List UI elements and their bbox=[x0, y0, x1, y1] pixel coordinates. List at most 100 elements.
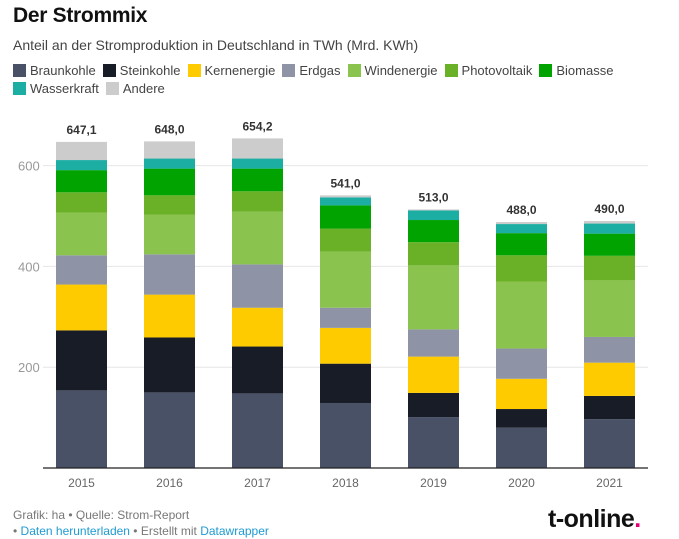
bar-segment-andere bbox=[496, 222, 547, 225]
bar-segment-andere bbox=[56, 141, 107, 161]
bar-segment-biomasse bbox=[320, 205, 371, 229]
x-tick-label: 2021 bbox=[596, 476, 623, 490]
bar-segment-braunkohle bbox=[408, 417, 459, 468]
bar-segment-biomasse bbox=[232, 168, 283, 192]
bar-segment-andere bbox=[144, 141, 195, 159]
legend-swatch bbox=[105, 81, 119, 95]
source-line: Grafik: ha • Quelle: Strom-Report bbox=[13, 508, 190, 522]
datawrapper-link[interactable]: Datawrapper bbox=[200, 524, 269, 538]
bar-segment-erdgas bbox=[584, 336, 635, 363]
bar-segment-steinkohle bbox=[144, 337, 195, 393]
bar-segment-photovoltaik bbox=[496, 255, 547, 282]
total-label: 513,0 bbox=[418, 190, 448, 204]
bar-segment-steinkohle bbox=[408, 392, 459, 418]
bar-segment-kernenergie bbox=[56, 284, 107, 331]
footer: Grafik: ha • Quelle: Strom-Report • Date… bbox=[13, 507, 269, 539]
total-label: 541,0 bbox=[330, 176, 360, 190]
y-tick-label: 200 bbox=[18, 360, 40, 375]
bar-segment-steinkohle bbox=[56, 330, 107, 391]
bar-segment-windenergie bbox=[408, 265, 459, 330]
legend-label: Braunkohle bbox=[30, 62, 96, 78]
x-tick-label: 2019 bbox=[420, 476, 447, 490]
bar-segment-windenergie bbox=[320, 251, 371, 308]
logo-text: t-online bbox=[548, 505, 635, 533]
bar-segment-braunkohle bbox=[232, 393, 283, 468]
bar-segment-erdgas bbox=[496, 348, 547, 379]
logo-dot: . bbox=[634, 505, 641, 533]
bar-segment-biomasse bbox=[144, 168, 195, 196]
total-label: 654,2 bbox=[242, 119, 272, 133]
y-tick-label: 400 bbox=[18, 259, 40, 274]
bar-segment-kernenergie bbox=[232, 307, 283, 347]
bar-segment-erdgas bbox=[56, 255, 107, 285]
bar-segment-photovoltaik bbox=[144, 195, 195, 215]
total-label: 647,1 bbox=[66, 123, 96, 137]
legend-swatch bbox=[13, 63, 26, 77]
x-tick-label: 2015 bbox=[68, 476, 95, 490]
bar-segment-andere bbox=[232, 138, 283, 159]
legend-label: Kernenergie bbox=[204, 62, 276, 78]
bar-segment-biomasse bbox=[584, 233, 635, 256]
bar-segment-andere bbox=[408, 209, 459, 211]
bar-segment-photovoltaik bbox=[232, 191, 283, 212]
bar-segment-biomasse bbox=[408, 220, 459, 243]
bar-segment-windenergie bbox=[144, 214, 195, 255]
t-online-logo: t-online. bbox=[548, 505, 641, 534]
bar-segment-photovoltaik bbox=[56, 192, 107, 213]
legend-swatch bbox=[13, 81, 26, 95]
legend-item: Biomasse bbox=[539, 62, 614, 78]
legend-swatch bbox=[282, 63, 296, 77]
legend-swatch bbox=[444, 63, 458, 77]
bar-segment-braunkohle bbox=[584, 419, 635, 468]
total-label: 488,0 bbox=[506, 203, 536, 217]
legend-label: Erdgas bbox=[299, 62, 341, 78]
legend-swatch bbox=[347, 63, 361, 77]
x-tick-label: 2018 bbox=[332, 476, 359, 490]
legend-label: Biomasse bbox=[556, 62, 614, 78]
bar-segment-erdgas bbox=[320, 307, 371, 328]
stacked-bar-chart: 200 400 600 647,1 2015 648,0 2016 654,2 2017 541,… bbox=[18, 119, 648, 490]
legend-swatch bbox=[187, 63, 201, 77]
legend-swatch bbox=[102, 63, 116, 77]
legend-item: Braunkohle bbox=[13, 62, 96, 78]
footer-links-line: • Daten herunterladen • Erstellt mit Dat… bbox=[13, 523, 269, 539]
legend-item: Steinkohle bbox=[102, 62, 181, 78]
y-tick-label: 600 bbox=[18, 159, 40, 174]
bar-segment-braunkohle bbox=[496, 427, 547, 468]
bar-segment-steinkohle bbox=[320, 363, 371, 403]
legend-item: Erdgas bbox=[282, 62, 341, 78]
created-with-text: • Erstellt mit bbox=[129, 524, 201, 538]
bullet: • bbox=[13, 524, 21, 538]
legend-item: Kernenergie bbox=[187, 62, 276, 78]
bar-segment-andere bbox=[584, 221, 635, 224]
bar-segment-steinkohle bbox=[496, 409, 547, 428]
chart-title: Der Strommix bbox=[13, 4, 148, 27]
bar-segment-biomasse bbox=[56, 170, 107, 193]
bar-segment-kernenergie bbox=[496, 378, 547, 410]
bar-segment-windenergie bbox=[584, 280, 635, 337]
x-tick-label: 2017 bbox=[244, 476, 271, 490]
x-tick-label: 2020 bbox=[508, 476, 535, 490]
bar-segment-steinkohle bbox=[584, 395, 635, 420]
download-data-link[interactable]: Daten herunterladen bbox=[20, 524, 130, 538]
bar-segment-wasserkraft bbox=[496, 224, 547, 234]
bar-segment-wasserkraft bbox=[56, 160, 107, 171]
legend: Braunkohle Steinkohle Kernenergie Erdgas Win… bbox=[13, 62, 653, 96]
bar-segment-photovoltaik bbox=[408, 242, 459, 266]
legend-label: Wasserkraft bbox=[30, 80, 99, 96]
legend-item: Wasserkraft bbox=[13, 80, 99, 96]
legend-label: Photovoltaik bbox=[461, 62, 533, 78]
bar-segment-erdgas bbox=[408, 329, 459, 357]
bar-segment-kernenergie bbox=[144, 294, 195, 338]
bar-segment-steinkohle bbox=[232, 346, 283, 394]
bar-segment-erdgas bbox=[232, 264, 283, 308]
legend-item: Andere bbox=[105, 81, 165, 96]
legend-label: Windenergie bbox=[364, 62, 438, 78]
legend-label: Steinkohle bbox=[119, 62, 181, 78]
bar-segment-wasserkraft bbox=[320, 197, 371, 206]
bar-segment-wasserkraft bbox=[584, 223, 635, 234]
bar-segment-photovoltaik bbox=[320, 228, 371, 252]
legend-swatch bbox=[539, 63, 553, 77]
bar-segment-wasserkraft bbox=[232, 158, 283, 169]
legend-item: Photovoltaik bbox=[444, 62, 533, 78]
